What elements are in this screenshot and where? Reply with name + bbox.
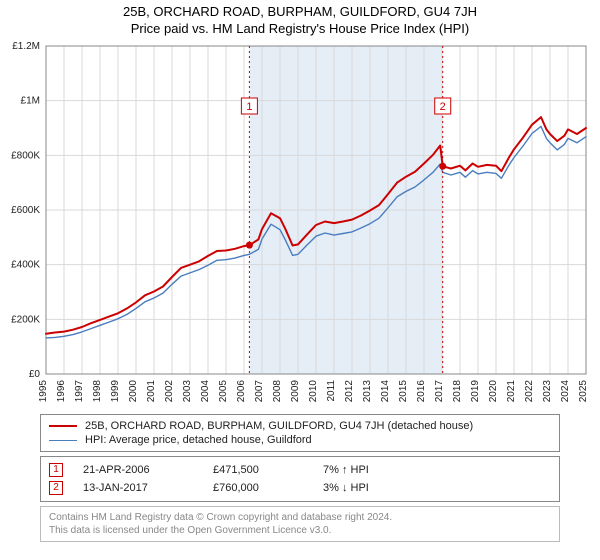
page-subtitle: Price paid vs. HM Land Registry's House … — [0, 21, 600, 36]
event-date: 21-APR-2006 — [83, 464, 193, 476]
footer-line-2: This data is licensed under the Open Gov… — [49, 524, 551, 537]
svg-text:1: 1 — [246, 101, 252, 113]
svg-text:2009: 2009 — [290, 380, 301, 403]
events-table: 1 21-APR-2006 £471,500 7% ↑ HPI 2 13-JAN-2017… — [40, 456, 560, 502]
price-chart: £0 £200K £400K £600K £800K £1M £1.2M 1995 1996 19… — [0, 38, 600, 408]
svg-text:2005: 2005 — [218, 380, 229, 403]
event-marker: 2 — [49, 481, 63, 495]
svg-text:2002: 2002 — [164, 380, 175, 403]
svg-text:2000: 2000 — [128, 380, 139, 403]
svg-text:2003: 2003 — [182, 380, 193, 403]
footer-attribution: Contains HM Land Registry data © Crown c… — [40, 506, 560, 542]
page-title: 25B, ORCHARD ROAD, BURPHAM, GUILDFORD, G… — [0, 4, 600, 19]
svg-text:2017: 2017 — [434, 380, 445, 403]
svg-text:£400K: £400K — [11, 260, 40, 271]
event-date: 13-JAN-2017 — [83, 482, 193, 494]
event-hpi: 3% ↓ HPI — [323, 482, 369, 494]
svg-text:2006: 2006 — [236, 380, 247, 403]
svg-text:2: 2 — [440, 101, 446, 113]
svg-text:2018: 2018 — [452, 380, 463, 403]
svg-text:2019: 2019 — [470, 380, 481, 403]
svg-text:2014: 2014 — [380, 380, 391, 403]
svg-text:2016: 2016 — [416, 380, 427, 403]
svg-text:2025: 2025 — [578, 380, 589, 403]
svg-text:1996: 1996 — [56, 380, 67, 403]
event-marker: 1 — [49, 463, 63, 477]
legend-item: 25B, ORCHARD ROAD, BURPHAM, GUILDFORD, G… — [49, 419, 551, 433]
svg-text:£1.2M: £1.2M — [12, 41, 40, 52]
svg-text:2022: 2022 — [524, 380, 535, 403]
svg-text:2004: 2004 — [200, 380, 211, 403]
legend-label: HPI: Average price, detached house, Guil… — [85, 434, 312, 446]
svg-text:2007: 2007 — [254, 380, 265, 403]
svg-text:£600K: £600K — [11, 205, 40, 216]
event-price: £471,500 — [213, 464, 303, 476]
event-price: £760,000 — [213, 482, 303, 494]
legend-label: 25B, ORCHARD ROAD, BURPHAM, GUILDFORD, G… — [85, 420, 473, 432]
svg-text:£200K: £200K — [11, 314, 40, 325]
legend-swatch — [49, 425, 77, 427]
svg-text:2015: 2015 — [398, 380, 409, 403]
legend-item: HPI: Average price, detached house, Guil… — [49, 433, 551, 447]
svg-text:1995: 1995 — [38, 380, 49, 403]
legend: 25B, ORCHARD ROAD, BURPHAM, GUILDFORD, G… — [40, 414, 560, 452]
svg-text:2020: 2020 — [488, 380, 499, 403]
svg-text:2013: 2013 — [362, 380, 373, 403]
svg-text:2010: 2010 — [308, 380, 319, 403]
svg-text:2021: 2021 — [506, 380, 517, 403]
svg-text:2012: 2012 — [344, 380, 355, 403]
svg-text:£1M: £1M — [21, 96, 40, 107]
svg-text:£800K: £800K — [11, 150, 40, 161]
svg-text:2008: 2008 — [272, 380, 283, 403]
footer-line-1: Contains HM Land Registry data © Crown c… — [49, 511, 551, 524]
svg-text:2001: 2001 — [146, 380, 157, 403]
chart-svg: £0 £200K £400K £600K £800K £1M £1.2M 1995 1996 19… — [0, 38, 600, 408]
svg-text:1998: 1998 — [92, 380, 103, 403]
svg-text:1999: 1999 — [110, 380, 121, 403]
svg-text:2023: 2023 — [542, 380, 553, 403]
svg-text:£0: £0 — [29, 369, 41, 380]
svg-text:1997: 1997 — [74, 380, 85, 403]
event-row: 2 13-JAN-2017 £760,000 3% ↓ HPI — [49, 479, 551, 497]
svg-text:2024: 2024 — [560, 380, 571, 403]
event-row: 1 21-APR-2006 £471,500 7% ↑ HPI — [49, 461, 551, 479]
svg-text:2011: 2011 — [326, 380, 337, 402]
event-hpi: 7% ↑ HPI — [323, 464, 369, 476]
legend-swatch — [49, 440, 77, 441]
